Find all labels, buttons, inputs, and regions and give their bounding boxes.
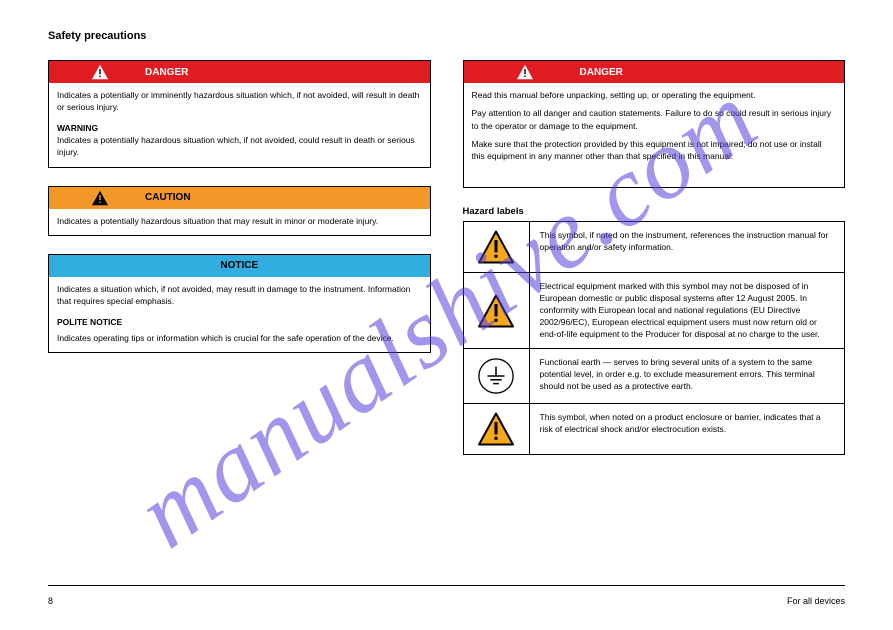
warning-triangle-icon xyxy=(464,404,530,454)
hazard-text: This symbol, if noted on the instrument,… xyxy=(530,222,845,272)
caution-label: CAUTION xyxy=(145,192,191,203)
warning-triangle-icon xyxy=(464,273,530,348)
box-danger: DANGER Indicates a potentially or immine… xyxy=(48,60,431,168)
ground-icon xyxy=(464,349,530,403)
footer-rule xyxy=(48,585,845,586)
polite-title: POLITE NOTICE xyxy=(57,317,122,327)
left-column: Safety precautions DANGER Indicates a po… xyxy=(48,30,431,455)
notice-text: Indicates a situation which, if not avoi… xyxy=(57,284,410,306)
hazard-text: Electrical equipment marked with this sy… xyxy=(530,273,845,348)
caution-body: Indicates a potentially hazardous situat… xyxy=(49,209,430,235)
hazard-text: Functional earth — serves to bring sever… xyxy=(530,349,845,403)
box-caution: CAUTION Indicates a potentially hazardou… xyxy=(48,186,431,236)
danger-body: Indicates a potentially or imminently ha… xyxy=(49,83,430,122)
warning-triangle-icon xyxy=(464,222,530,272)
page-number: 8 xyxy=(48,596,53,606)
danger2-label: DANGER xyxy=(580,67,623,78)
danger2-p2: Pay attention to all danger and caution … xyxy=(472,107,837,132)
alert-icon xyxy=(470,64,580,80)
notice-body: Indicates a situation which, if not avoi… xyxy=(49,277,430,352)
warning-inline-body: WARNING Indicates a potentially hazardou… xyxy=(49,122,430,167)
box-danger-right: DANGER Read this manual before unpacking… xyxy=(463,60,846,188)
danger-label: DANGER xyxy=(145,67,188,78)
table-row: This symbol, when noted on a product enc… xyxy=(464,404,845,454)
danger2-p1: Read this manual before unpacking, setti… xyxy=(472,89,837,101)
table-row: This symbol, if noted on the instrument,… xyxy=(464,222,845,273)
page-title: Safety precautions xyxy=(48,30,431,42)
page-container: Safety precautions DANGER Indicates a po… xyxy=(0,0,893,630)
hazard-text: This symbol, when noted on a product enc… xyxy=(530,404,845,454)
hazard-labels-title: Hazard labels xyxy=(463,206,846,217)
right-column: DANGER Read this manual before unpacking… xyxy=(463,30,846,455)
footer: 8 For all devices xyxy=(48,596,845,606)
caution-header: CAUTION xyxy=(49,187,430,209)
table-row: Electrical equipment marked with this sy… xyxy=(464,273,845,349)
danger2-body: Read this manual before unpacking, setti… xyxy=(464,83,845,187)
box-notice: NOTICE Indicates a situation which, if n… xyxy=(48,254,431,353)
footer-right-text: For all devices xyxy=(787,596,845,606)
warning-inline-label: WARNING xyxy=(57,123,98,133)
danger2-header: DANGER xyxy=(464,61,845,83)
table-row: Functional earth — serves to bring sever… xyxy=(464,349,845,404)
alert-icon xyxy=(55,190,145,206)
polite-body: Indicates operating tips or information … xyxy=(57,333,394,343)
hazard-table: This symbol, if noted on the instrument,… xyxy=(463,221,846,455)
alert-icon xyxy=(55,64,145,80)
notice-header: NOTICE xyxy=(49,255,430,277)
danger2-p3: Make sure that the protection provided b… xyxy=(472,138,837,163)
warning-inline-text: Indicates a potentially hazardous situat… xyxy=(57,135,415,157)
danger-header: DANGER xyxy=(49,61,430,83)
notice-label: NOTICE xyxy=(220,260,258,271)
two-column-content: Safety precautions DANGER Indicates a po… xyxy=(0,0,893,455)
